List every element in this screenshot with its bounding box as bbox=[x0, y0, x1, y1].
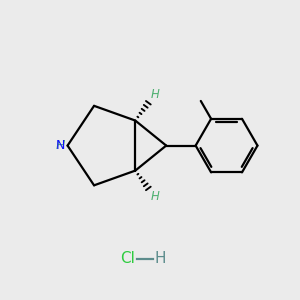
Text: H: H bbox=[150, 190, 159, 203]
Text: H: H bbox=[154, 251, 166, 266]
Text: Cl: Cl bbox=[120, 251, 135, 266]
Text: H: H bbox=[150, 88, 159, 101]
Text: N: N bbox=[48, 139, 65, 152]
Text: H: H bbox=[56, 139, 65, 152]
